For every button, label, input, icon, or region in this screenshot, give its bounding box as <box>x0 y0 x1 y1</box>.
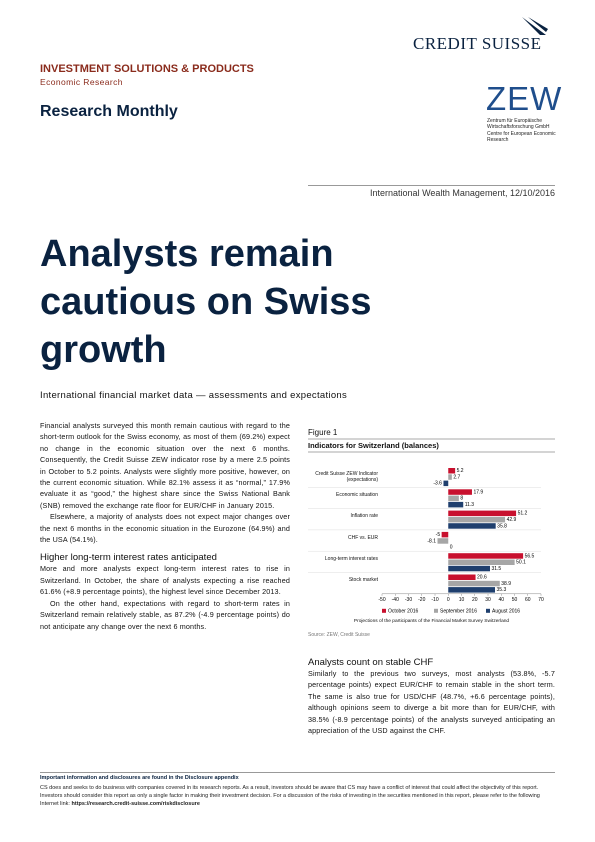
subtitle: International financial market data — as… <box>40 390 348 401</box>
x-tick-label: -50 <box>378 597 385 603</box>
paragraph: Financial analysts surveyed this month r… <box>40 421 290 510</box>
bar <box>448 510 517 517</box>
category-label: Credit Suisse ZEW Indicator (expectation… <box>315 470 378 483</box>
heading: Analysts count on stable CHF <box>308 657 434 668</box>
category-label: Economic situation <box>336 491 378 498</box>
zew-name-en: Centre for European Economic Research <box>487 131 556 143</box>
bar <box>448 580 500 587</box>
figure-title: Indicators for Switzerland (balances) <box>308 441 439 450</box>
x-tick-label: 30 <box>485 597 491 603</box>
x-tick-label: -20 <box>418 597 425 603</box>
x-tick-label: 70 <box>538 597 544 603</box>
zew-name: Zentrum für Europäische Wirtschaftsforsc… <box>487 118 550 130</box>
x-tick-label: 0 <box>447 597 450 603</box>
value-label: 11.3 <box>465 502 475 508</box>
value-label: 35.3 <box>497 587 507 593</box>
disclaimer: CS does and seeks to do business with co… <box>40 785 540 807</box>
paragraph: On the other hand, expectations with reg… <box>40 598 290 631</box>
x-tick-label: 50 <box>512 597 518 603</box>
value-label: 42.9 <box>507 517 517 523</box>
bar <box>448 501 464 508</box>
bar <box>448 495 459 502</box>
legend-label: September 2016 <box>440 609 477 615</box>
paragraph: Similarly to the previous two surveys, m… <box>308 669 555 736</box>
x-tick-label: -10 <box>431 597 438 603</box>
category-label: CHF vs. EUR <box>348 534 378 541</box>
value-label: 51.2 <box>518 511 528 517</box>
chart-source: Source: ZEW, Credit Suisse <box>308 631 370 638</box>
bar <box>448 468 456 474</box>
value-label: 50.1 <box>516 560 526 566</box>
dateline: International Wealth Management, 12/10/2… <box>370 188 555 198</box>
rule <box>308 185 555 186</box>
rule <box>40 772 555 773</box>
value-label: 2.7 <box>453 474 460 480</box>
footer-notice: Important information and disclosures ar… <box>40 775 239 781</box>
x-tick-label: 60 <box>525 597 531 603</box>
x-tick-label: -30 <box>405 597 412 603</box>
division: INVESTMENT SOLUTIONS & PRODUCTS <box>40 63 254 75</box>
bar <box>443 480 449 487</box>
bar <box>437 538 449 544</box>
value-label: 35.8 <box>497 523 507 529</box>
left-column: Financial analysts surveyed this month r… <box>40 420 290 632</box>
bar <box>448 565 490 572</box>
publication: Research Monthly <box>40 103 178 120</box>
chart-note: Projections of the participants of the F… <box>353 618 510 624</box>
x-tick-label: 10 <box>459 597 465 603</box>
value-label: 56.5 <box>525 553 535 559</box>
value-label: 31.5 <box>491 566 501 572</box>
value-label: 38.9 <box>501 581 511 587</box>
value-label: 0 <box>450 545 453 551</box>
category-label: Stock market <box>348 577 378 584</box>
figure: 5.2 2.7 -3.6 17.9 8 11.3 51.2 42.9 35.8 -5 -8.1 0 56… <box>308 428 555 648</box>
title: Analysts remain cautious on Swiss growth <box>40 233 372 371</box>
x-tick-label: 20 <box>472 597 478 603</box>
department: Economic Research <box>40 77 123 87</box>
value-label: 8 <box>460 496 463 502</box>
bar <box>448 553 524 559</box>
bar <box>448 516 506 523</box>
paragraph: Elsewhere, a majority of analysts does n… <box>40 512 290 545</box>
bar <box>448 489 472 495</box>
legend-swatch <box>382 608 386 613</box>
heading: Higher long-term interest rates anticipa… <box>40 552 217 564</box>
right-column: Analysts count on stable CHF Similarly t… <box>308 657 555 736</box>
x-tick-label: -40 <box>392 597 399 603</box>
zew-logo: ZEW <box>486 80 563 117</box>
legend-swatch <box>434 608 438 613</box>
value-label: -8.1 <box>427 538 436 544</box>
legend-label: August 2016 <box>492 609 520 615</box>
bar <box>448 474 452 480</box>
bar <box>448 559 515 565</box>
legend-label: October 2016 <box>388 609 419 615</box>
bar <box>448 523 496 529</box>
link[interactable]: https://research.credit-suisse.com/riskd… <box>71 801 200 807</box>
bar <box>448 587 496 593</box>
paragraph: More and more analysts expect long-term … <box>40 564 290 597</box>
category-label: Inflation rate <box>350 513 378 520</box>
footer-disclaimer: CS does and seeks to do business with co… <box>40 784 555 808</box>
value-label: 17.9 <box>473 489 483 495</box>
bar <box>448 574 476 580</box>
figure-label: Figure 1 <box>308 428 338 437</box>
brand: CREDIT SUISSE <box>413 34 542 53</box>
value-label: 20.6 <box>477 575 487 581</box>
category-label: Long-term interest rates <box>324 555 378 562</box>
legend-swatch <box>486 608 490 613</box>
bar <box>441 531 449 538</box>
value-label: -3.6 <box>433 481 442 487</box>
x-tick-label: 40 <box>498 597 504 603</box>
chart: 5.22.7 -3.6 17.9 811.3 51.242.935.8 -5-8.1 0 56… <box>308 438 555 615</box>
value-label: -5 <box>436 532 441 538</box>
value-label: 5.2 <box>457 468 464 474</box>
logo-sails <box>522 17 548 35</box>
